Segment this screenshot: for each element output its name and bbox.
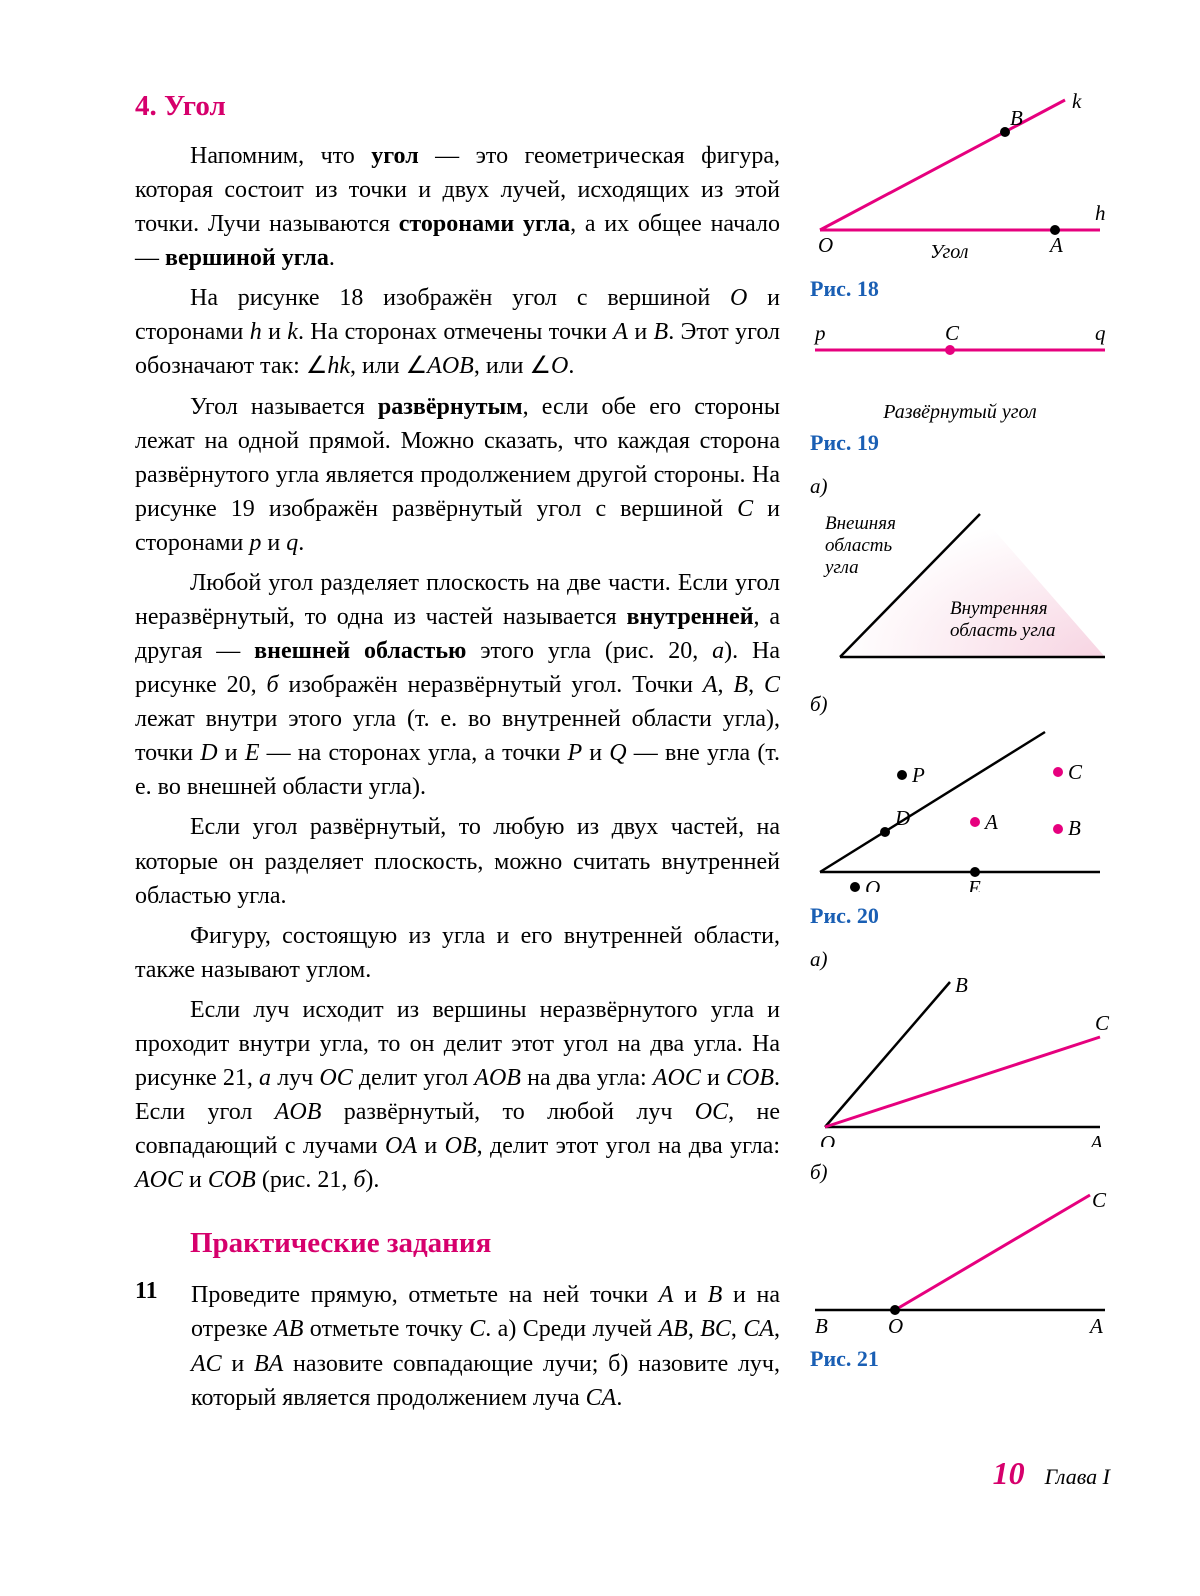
svg-text:k: k [1072, 90, 1082, 113]
figure-20b-label: б) [810, 692, 1110, 717]
paragraph-3: Угол называется развёрнутым, если обе ег… [135, 390, 780, 560]
paragraph-4: Любой угол разделяет плоскость на две ча… [135, 566, 780, 805]
figure-20a-label: а) [810, 474, 1110, 499]
svg-text:P: P [911, 763, 925, 787]
svg-text:O: O [818, 233, 833, 257]
section-title-text: Угол [164, 90, 226, 122]
svg-text:A: A [1088, 1314, 1103, 1335]
svg-text:Угол: Угол [930, 241, 969, 263]
svg-text:угла: угла [823, 557, 859, 578]
figure-21b: б) O B A C Рис. 21 [810, 1160, 1110, 1372]
paragraph-6: Фигуру, состоящую из угла и его внутренн… [135, 919, 780, 987]
section-number: 4. [135, 90, 157, 122]
figure-21b-label: б) [810, 1160, 1110, 1185]
figure-19: p C q Развёрнутый угол Рис. 19 [810, 320, 1110, 456]
figure-21-caption: Рис. 21 [810, 1346, 1110, 1372]
svg-text:A: A [983, 810, 998, 834]
svg-text:D: D [894, 806, 910, 830]
task-body: Проведите прямую, отметьте на ней точки … [191, 1278, 780, 1414]
svg-text:B: B [1068, 816, 1081, 840]
svg-text:E: E [967, 876, 981, 892]
figure-21a-label: а) [810, 947, 1110, 972]
svg-text:C: C [1068, 760, 1083, 784]
figure-18-caption: Рис. 18 [810, 276, 1110, 302]
paragraph-2: На рисунке 18 изображён угол с вершиной … [135, 281, 780, 383]
svg-text:C: C [945, 321, 960, 345]
chapter-label: Глава I [1045, 1464, 1110, 1490]
task-11: 11 Проведите прямую, отметьте на ней точ… [135, 1278, 780, 1414]
subsection-heading: Практические задания [190, 1227, 780, 1260]
figure-20b: б) D E A B C P Q Рис. 20 [810, 692, 1110, 929]
section-heading: 4. Угол [135, 90, 780, 123]
figure-21a: а) O A B C [810, 947, 1110, 1152]
svg-text:p: p [813, 321, 826, 345]
svg-text:B: B [815, 1314, 828, 1335]
svg-text:C: C [1092, 1188, 1107, 1212]
figure-18: O A h B k Угол Рис. 18 [810, 90, 1110, 302]
paragraph-5: Если угол развёрнутый, то любую из двух … [135, 810, 780, 912]
figure-20a: а) Внешняя область угла Внутренняя облас… [810, 474, 1110, 674]
figure-19-caption-it: Развёрнутый угол [810, 401, 1110, 424]
paragraph-1: Напомним, что угол — это геометрическая … [135, 139, 780, 275]
page-number: 10 [993, 1455, 1025, 1492]
svg-text:область угла: область угла [950, 620, 1056, 641]
svg-text:Q: Q [865, 876, 880, 892]
svg-text:A: A [1088, 1131, 1103, 1147]
svg-text:O: O [820, 1131, 835, 1147]
svg-text:область: область [825, 535, 893, 556]
svg-text:O: O [888, 1314, 903, 1335]
svg-text:Внутренняя: Внутренняя [950, 598, 1048, 619]
svg-text:B: B [955, 973, 968, 997]
svg-text:B: B [1010, 106, 1023, 130]
svg-text:Внешняя: Внешняя [825, 513, 896, 534]
figure-20-caption: Рис. 20 [810, 903, 1110, 929]
svg-text:q: q [1095, 321, 1106, 345]
svg-text:C: C [1095, 1011, 1110, 1035]
task-number: 11 [135, 1278, 173, 1414]
paragraph-7: Если луч исходит из вершины неразвёрнуто… [135, 993, 780, 1197]
figure-19-caption: Рис. 19 [810, 430, 1110, 456]
svg-text:h: h [1095, 201, 1106, 225]
page-footer: 10 Глава I [0, 1455, 1200, 1552]
svg-text:A: A [1048, 233, 1063, 257]
